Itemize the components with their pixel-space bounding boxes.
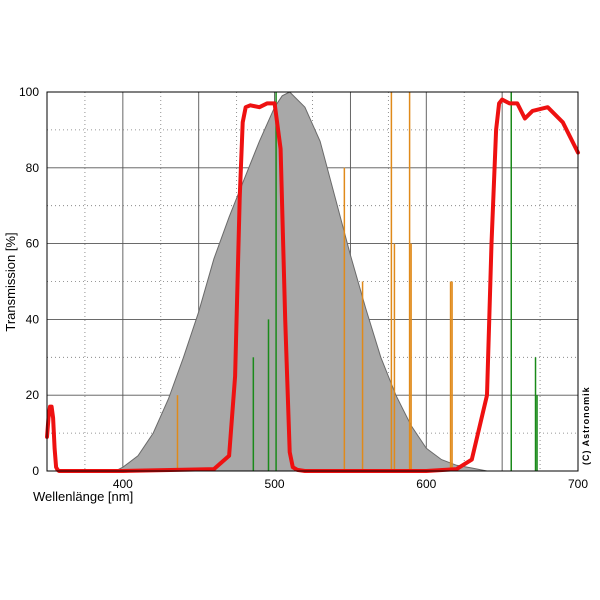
- y-tick-label: 0: [32, 464, 39, 478]
- x-tick-label: 600: [416, 477, 436, 491]
- emission-lines-layer: [176, 92, 538, 471]
- x-tick-label: 500: [265, 477, 285, 491]
- filter-transmission-line: [45, 97, 580, 473]
- y-tick-label: 80: [26, 161, 40, 175]
- filter-curve-layer: [45, 97, 580, 473]
- y-tick-label: 60: [26, 237, 40, 251]
- y-axis-label: Transmission [%]: [3, 232, 18, 331]
- y-tick-label: 40: [26, 312, 40, 326]
- x-tick-label: 700: [568, 477, 588, 491]
- x-tick-label: 400: [113, 477, 133, 491]
- x-axis-label: Wellenlänge [nm]: [33, 489, 133, 504]
- y-tick-label: 20: [26, 388, 40, 402]
- y-tick-label: 100: [19, 85, 39, 99]
- plot-frame: [46, 91, 579, 472]
- copyright-label: (C) Astronomik: [581, 386, 591, 465]
- eye-sensitivity-area: [47, 91, 578, 472]
- eye-sensitivity-layer: [47, 91, 578, 472]
- tick-labels: 400 500 600 700 0 20 40 60 80 100: [19, 85, 588, 491]
